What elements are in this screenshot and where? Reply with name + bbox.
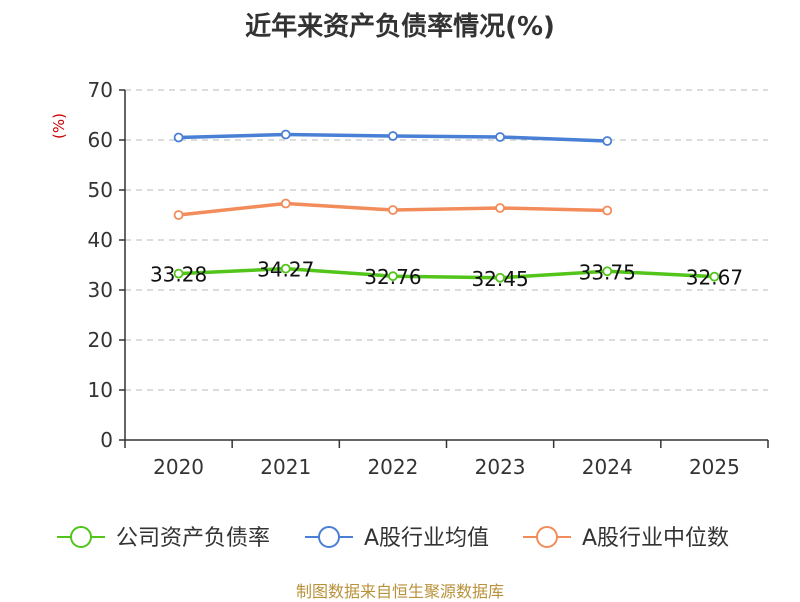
y-tick-label: 30	[88, 278, 113, 302]
y-tick-label: 10	[88, 378, 113, 402]
data-point	[602, 205, 613, 216]
chart-title: 近年来资产负债率情况(%)	[245, 12, 555, 42]
legend-label: A股行业均值	[364, 526, 489, 551]
x-tick-label: 2022	[367, 455, 418, 479]
legend-swatch-marker	[536, 526, 558, 548]
data-point	[388, 205, 398, 215]
y-tick-label: 50	[88, 178, 113, 202]
data-point	[495, 272, 505, 283]
y-tick-label: 70	[88, 78, 113, 102]
x-tick-label: 2021	[260, 455, 311, 479]
y-tick-label: 60	[88, 128, 113, 152]
series-line	[178, 266, 715, 280]
legend-swatch-marker	[318, 526, 340, 548]
data-point	[280, 198, 291, 209]
data-label: 33.75	[579, 260, 636, 284]
data-point	[173, 268, 184, 279]
y-axis-unit: (%)	[50, 113, 68, 139]
data-point	[280, 129, 291, 140]
data-label: 34.27	[257, 258, 314, 282]
data-point	[602, 136, 613, 146]
data-label: 33.28	[150, 263, 207, 287]
data-point	[280, 263, 291, 274]
data-point	[495, 203, 505, 213]
x-tick-label: 2025	[689, 455, 740, 479]
legend-label: A股行业中位数	[582, 526, 729, 551]
data-point	[709, 271, 720, 282]
data-label: 32.67	[686, 266, 743, 290]
data-point	[388, 271, 398, 282]
data-point	[495, 132, 505, 142]
source-note: 制图数据来自恒生聚源数据库	[295, 582, 504, 601]
data-label: 32.45	[471, 267, 528, 291]
data-label: 32.76	[364, 265, 421, 289]
data-point	[388, 131, 398, 141]
y-tick-label: 0	[100, 428, 113, 452]
data-point	[602, 266, 613, 277]
y-tick-label: 20	[88, 328, 113, 352]
legend-label: 公司资产负债率	[116, 526, 270, 551]
data-point	[173, 210, 184, 220]
y-tick-label: 40	[88, 228, 113, 252]
legend-swatch-marker	[70, 526, 92, 548]
x-tick-label: 2020	[153, 455, 204, 479]
x-tick-label: 2024	[582, 455, 633, 479]
x-tick-label: 2023	[475, 455, 526, 479]
data-point	[173, 132, 184, 143]
